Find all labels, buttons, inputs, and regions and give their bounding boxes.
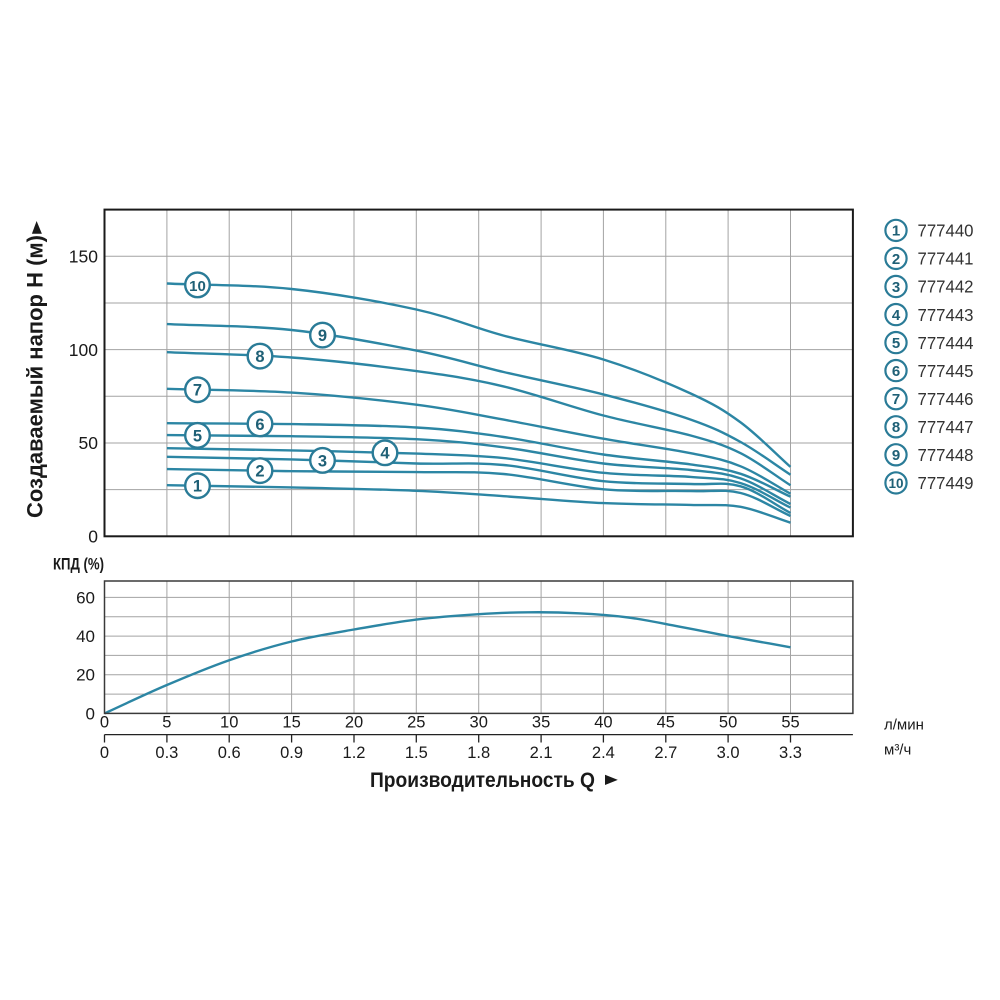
svg-text:3.0: 3.0 [717, 744, 740, 762]
svg-text:1: 1 [193, 478, 202, 496]
svg-text:777445: 777445 [918, 361, 974, 381]
svg-text:5: 5 [162, 714, 171, 732]
svg-text:6: 6 [255, 416, 264, 434]
svg-text:1.8: 1.8 [467, 744, 490, 762]
svg-text:777449: 777449 [918, 473, 974, 493]
svg-text:0.3: 0.3 [155, 744, 178, 762]
svg-text:45: 45 [657, 714, 675, 732]
svg-text:777442: 777442 [918, 277, 974, 297]
svg-text:20: 20 [345, 714, 363, 732]
svg-text:3: 3 [318, 452, 327, 470]
svg-text:777447: 777447 [918, 417, 974, 437]
svg-text:2: 2 [892, 251, 900, 268]
svg-text:Производительность Q: Производительность Q [370, 769, 595, 792]
svg-text:7: 7 [892, 391, 900, 408]
svg-text:1: 1 [892, 223, 900, 240]
svg-text:150: 150 [69, 247, 98, 267]
svg-text:0: 0 [100, 744, 109, 762]
svg-text:0: 0 [88, 527, 98, 547]
svg-text:60: 60 [76, 588, 95, 607]
svg-text:6: 6 [892, 363, 900, 380]
svg-text:4: 4 [892, 307, 901, 324]
svg-text:0.9: 0.9 [280, 744, 303, 762]
svg-text:0: 0 [100, 714, 109, 732]
svg-text:9: 9 [892, 447, 900, 464]
svg-text:35: 35 [532, 714, 550, 732]
svg-text:40: 40 [594, 714, 612, 732]
svg-text:5: 5 [193, 427, 202, 445]
svg-text:Создаваемый напор H (м): Создаваемый напор H (м) [23, 235, 48, 518]
svg-text:8: 8 [255, 348, 264, 366]
svg-text:7: 7 [193, 382, 202, 400]
svg-text:КПД (%): КПД (%) [53, 556, 104, 574]
svg-text:9: 9 [318, 327, 327, 345]
svg-text:55: 55 [781, 714, 799, 732]
svg-text:2: 2 [255, 463, 264, 481]
svg-text:777441: 777441 [918, 249, 974, 269]
svg-text:50: 50 [79, 433, 99, 453]
svg-text:0.6: 0.6 [218, 744, 241, 762]
svg-text:15: 15 [282, 714, 300, 732]
svg-text:30: 30 [470, 714, 488, 732]
svg-text:10: 10 [888, 476, 903, 491]
svg-text:л/мин: л/мин [884, 717, 924, 734]
svg-text:10: 10 [220, 714, 238, 732]
svg-text:100: 100 [69, 340, 98, 360]
svg-text:777443: 777443 [918, 305, 974, 325]
svg-text:2.7: 2.7 [654, 744, 677, 762]
svg-text:777446: 777446 [918, 389, 974, 409]
svg-text:777448: 777448 [918, 445, 974, 465]
svg-text:777440: 777440 [918, 221, 974, 241]
svg-text:3.3: 3.3 [779, 744, 802, 762]
svg-text:1.5: 1.5 [405, 744, 428, 762]
svg-text:м³/ч: м³/ч [884, 742, 911, 759]
svg-text:10: 10 [189, 278, 206, 295]
svg-text:2.1: 2.1 [530, 744, 553, 762]
svg-text:0: 0 [86, 704, 95, 723]
svg-text:50: 50 [719, 714, 737, 732]
svg-text:777444: 777444 [918, 333, 974, 353]
svg-text:5: 5 [892, 335, 900, 352]
svg-text:40: 40 [76, 627, 95, 646]
svg-text:8: 8 [892, 419, 900, 436]
svg-text:20: 20 [76, 666, 95, 685]
svg-text:2.4: 2.4 [592, 744, 615, 762]
svg-text:3: 3 [892, 279, 900, 296]
svg-text:1.2: 1.2 [343, 744, 366, 762]
svg-text:25: 25 [407, 714, 425, 732]
svg-text:4: 4 [380, 445, 390, 463]
